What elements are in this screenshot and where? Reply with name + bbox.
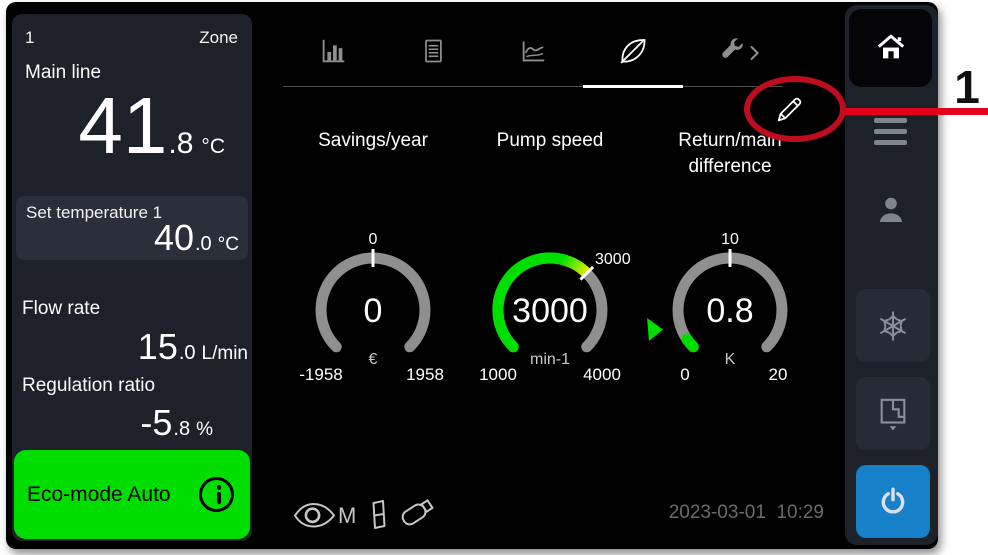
main-temp-dec: .8 <box>168 127 194 160</box>
active-tab-underline <box>583 85 683 88</box>
set-temp-value: 40.0 °C <box>154 217 239 259</box>
datetime: 2023-03-01 10:29 <box>668 502 824 523</box>
zone-info-panel: 1 Zone Main line 41.8 °C Set temperature … <box>12 14 252 541</box>
zone-index: 1 <box>25 28 35 47</box>
tab-report[interactable] <box>383 20 483 82</box>
eco-mode-button[interactable]: Eco-mode Auto <box>14 450 250 539</box>
gauge-pump-speed: 3000 3000 min-1 1000 4000 <box>479 251 631 384</box>
gauge-return-diff: 10 0.8 K 0 20 <box>647 231 788 384</box>
flow-rate-value: 15.0 L/min <box>138 326 248 368</box>
zone-label: Zone <box>199 28 238 47</box>
annotation-step-number: 1 <box>954 61 980 113</box>
wrench-icon <box>722 38 743 58</box>
gauge-unit: K <box>725 351 736 368</box>
snowflake-icon <box>880 310 906 341</box>
main-line-label: Main line <box>25 62 102 83</box>
gauge-value: 0.8 <box>706 292 753 330</box>
zone-header: 1 Zone <box>25 28 238 48</box>
gauge-tick-label: 0 <box>369 231 378 248</box>
gauge-title-return-diff: Return/main difference <box>678 130 782 177</box>
status-icons: M <box>293 498 434 529</box>
report-icon <box>425 39 442 63</box>
gauge-max: 1958 <box>406 365 444 384</box>
home-button[interactable] <box>849 9 932 87</box>
gauge-value: 0 <box>364 292 383 330</box>
regulation-ratio-value: -5.8% <box>140 402 213 444</box>
set-temp-dec: .0 <box>194 233 212 255</box>
gauge-unit: min-1 <box>530 351 570 368</box>
usb-icon <box>401 498 434 526</box>
main-temp-unit: °C <box>201 135 225 158</box>
bar-chart-icon <box>322 39 345 63</box>
gauge-min: 1000 <box>479 365 517 384</box>
gauge-savings: 0 0 € -1958 1958 <box>299 231 444 384</box>
gauge-fill-yellow <box>560 254 591 278</box>
eco-mode-label: Eco-mode Auto <box>27 482 171 506</box>
zones-button[interactable] <box>856 377 930 450</box>
power-button[interactable] <box>856 465 930 538</box>
home-icon <box>877 34 904 59</box>
gauge-title-pump-speed: Pump speed <box>496 130 604 151</box>
main-temperature-value: 41.8 °C <box>78 86 225 166</box>
flow-int: 15 <box>137 326 178 367</box>
user-icon[interactable] <box>872 192 910 230</box>
set-temp-unit: °C <box>217 234 239 255</box>
gauge-tick <box>579 265 595 281</box>
frost-protection-button[interactable] <box>856 289 930 362</box>
trend-chart-icon <box>522 41 545 62</box>
gauge-max: 4000 <box>583 365 621 384</box>
set-temperature-card[interactable]: Set temperature 1 40.0 °C <box>16 196 248 260</box>
main-temp-int: 41 <box>78 81 168 170</box>
gauge-value: 3000 <box>512 292 588 330</box>
tab-eco[interactable] <box>583 20 683 82</box>
eye-icon <box>293 502 336 528</box>
power-icon <box>881 487 905 514</box>
mode-letter: M <box>338 503 356 528</box>
menu-icon <box>874 118 907 123</box>
nav-rail <box>845 5 938 545</box>
tab-trend[interactable] <box>483 20 583 82</box>
flow-rate-label: Flow rate <box>22 298 101 319</box>
annotation-circle <box>744 76 846 142</box>
gauge-min: -1958 <box>299 365 342 384</box>
info-icon[interactable] <box>199 477 234 512</box>
gauge-tick-label: 10 <box>721 231 739 248</box>
gauge-pointer-triangle <box>647 318 663 341</box>
gauge-unit: € <box>369 351 378 368</box>
tab-settings[interactable] <box>683 20 783 82</box>
gauge-fill-green <box>681 333 699 353</box>
gauge-min: 0 <box>680 365 689 384</box>
gauge-max: 20 <box>769 365 788 384</box>
chevron-right-icon <box>750 45 760 61</box>
set-temp-int: 40 <box>153 217 194 258</box>
module-icon <box>372 500 386 529</box>
reg-int: -5 <box>140 402 173 443</box>
flow-dec: .0 <box>178 342 196 364</box>
reg-dec: .8 <box>173 418 191 440</box>
annotation-line <box>845 108 988 115</box>
gauge-fill-green <box>492 252 568 353</box>
gauge-tick-label: 3000 <box>595 251 631 268</box>
reg-unit: % <box>196 419 213 440</box>
tab-statistics[interactable] <box>283 20 383 82</box>
leaf-icon <box>620 39 646 64</box>
tabs-more-button[interactable] <box>748 40 770 66</box>
tabbar-divider <box>283 86 783 87</box>
flow-unit: L/min <box>201 343 248 364</box>
gauge-title-savings: Savings/year <box>318 130 428 151</box>
floorplan-icon <box>880 398 906 431</box>
set-temp-label: Set temperature 1 <box>26 203 163 222</box>
regulation-ratio-label: Regulation ratio <box>22 375 156 396</box>
